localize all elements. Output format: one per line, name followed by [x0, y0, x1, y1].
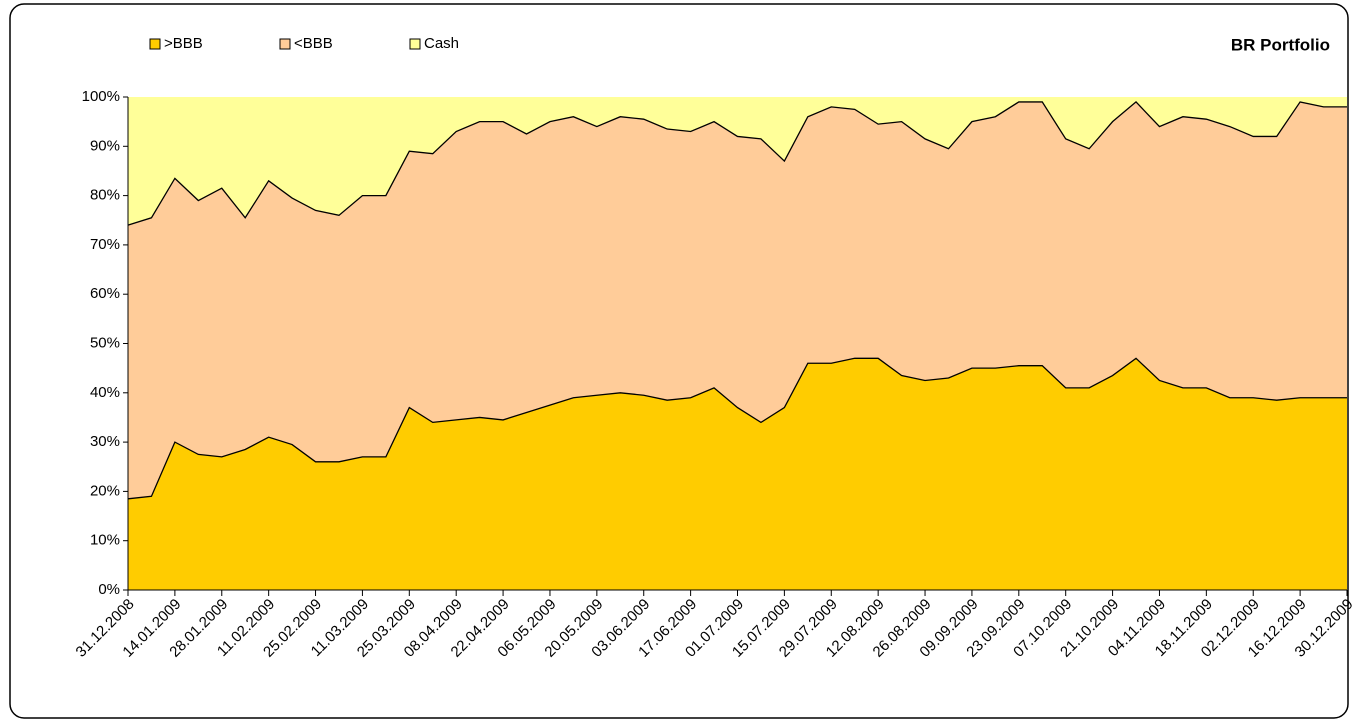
boundary-line: [127, 101, 1347, 226]
legend-swatch: [409, 38, 421, 50]
area: [128, 97, 1347, 226]
y-tick-label: 30%: [90, 433, 120, 450]
y-tick-label: 60%: [90, 285, 120, 302]
legend-label: Cash: [424, 35, 459, 52]
y-tick-label: 10%: [90, 532, 120, 549]
legend-label: >BBB: [164, 35, 203, 52]
y-tick-label: 70%: [90, 236, 120, 253]
y-tick-label: 90%: [90, 137, 120, 154]
y-tick-label: 100%: [82, 88, 120, 105]
y-tick-label: 0%: [98, 581, 120, 598]
legend-swatch: [279, 38, 291, 50]
y-tick-label: 40%: [90, 384, 120, 401]
y-tick-label: 20%: [90, 482, 120, 499]
y-tick-label: 50%: [90, 334, 120, 351]
chart-title: BR Portfolio: [1231, 35, 1330, 54]
legend-label: <BBB: [294, 35, 333, 52]
area: [128, 358, 1347, 590]
y-tick-label: 80%: [90, 187, 120, 204]
area: [128, 101, 1347, 499]
legend-swatch: [149, 38, 161, 50]
boundary-line: [127, 357, 1347, 500]
